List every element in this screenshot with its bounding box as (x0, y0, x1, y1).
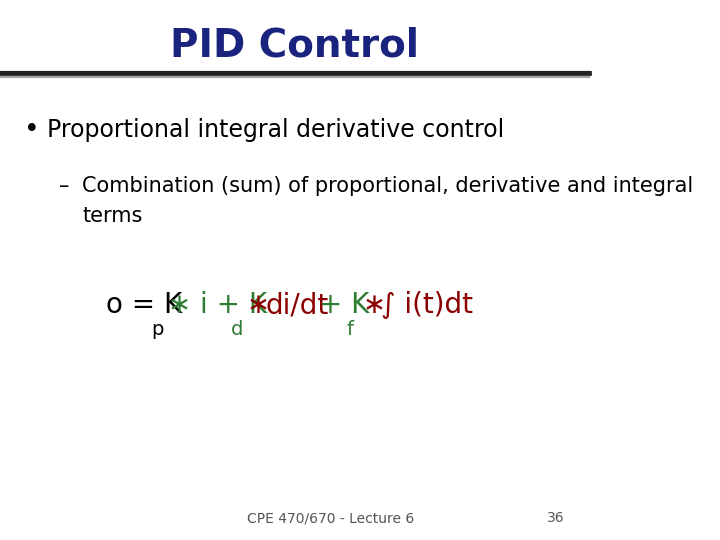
Text: Proportional integral derivative control: Proportional integral derivative control (47, 118, 504, 141)
Text: –: – (59, 176, 69, 197)
Text: PID Control: PID Control (170, 27, 419, 65)
Text: o = K: o = K (106, 291, 182, 319)
Text: 36: 36 (547, 511, 565, 525)
Text: Combination (sum) of proportional, derivative and integral: Combination (sum) of proportional, deriv… (82, 176, 693, 197)
Text: f: f (346, 320, 354, 339)
Text: di/dt: di/dt (266, 291, 328, 319)
Text: ∗ i + K: ∗ i + K (159, 291, 267, 319)
Text: •: • (24, 117, 39, 143)
Text: + K: + K (310, 291, 369, 319)
Text: ∗: ∗ (354, 291, 395, 319)
Text: p: p (151, 320, 163, 339)
Text: ∫ i(t)dt: ∫ i(t)dt (381, 291, 473, 319)
Text: terms: terms (82, 206, 143, 226)
Text: d: d (231, 320, 243, 339)
Text: ∗: ∗ (238, 291, 279, 319)
Text: CPE 470/670 - Lecture 6: CPE 470/670 - Lecture 6 (247, 511, 415, 525)
